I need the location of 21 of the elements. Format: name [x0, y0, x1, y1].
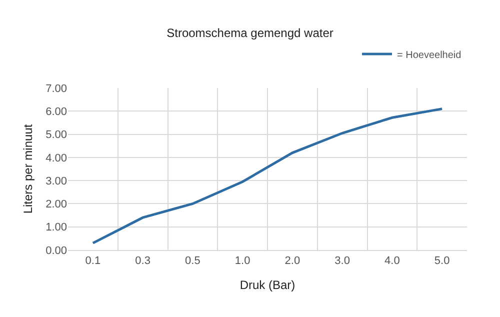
x-tick-label: 0.1: [85, 255, 101, 268]
y-tick-label: 5.00: [46, 129, 67, 142]
y-tick-label: 2.00: [46, 198, 67, 211]
y-tick-label: 3.00: [46, 175, 67, 188]
y-axis-title: Liters per minuut: [20, 124, 35, 214]
chart-title: Stroomschema gemengd water: [166, 26, 334, 40]
legend-label: = Hoeveelheid: [397, 50, 462, 61]
y-tick-label: 4.00: [46, 152, 67, 164]
y-tick-label: 6.00: [46, 106, 67, 118]
y-tick-label: 7.00: [46, 82, 67, 95]
x-tick-label: 3.0: [334, 255, 350, 268]
x-tick-label: 5.0: [434, 255, 450, 268]
x-tick-label: 2.0: [284, 255, 300, 268]
x-axis-title: Druk (Bar): [240, 278, 296, 292]
y-tick-label: 0.00: [46, 244, 67, 257]
x-tick-label: 0.5: [185, 255, 200, 268]
y-tick-label: 1.00: [46, 222, 67, 234]
x-tick-label: 1.0: [234, 255, 250, 268]
line-series: [92, 108, 444, 244]
x-tick-label: 4.0: [384, 255, 400, 268]
x-tick-label: 0.3: [135, 255, 150, 268]
